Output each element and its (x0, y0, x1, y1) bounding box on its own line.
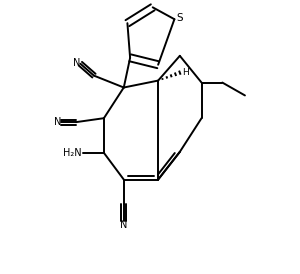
Text: H: H (182, 68, 189, 77)
Text: N: N (74, 58, 81, 68)
Text: S: S (176, 13, 183, 23)
Text: N: N (120, 220, 127, 230)
Text: N: N (54, 117, 61, 127)
Text: H₂N: H₂N (63, 148, 82, 158)
